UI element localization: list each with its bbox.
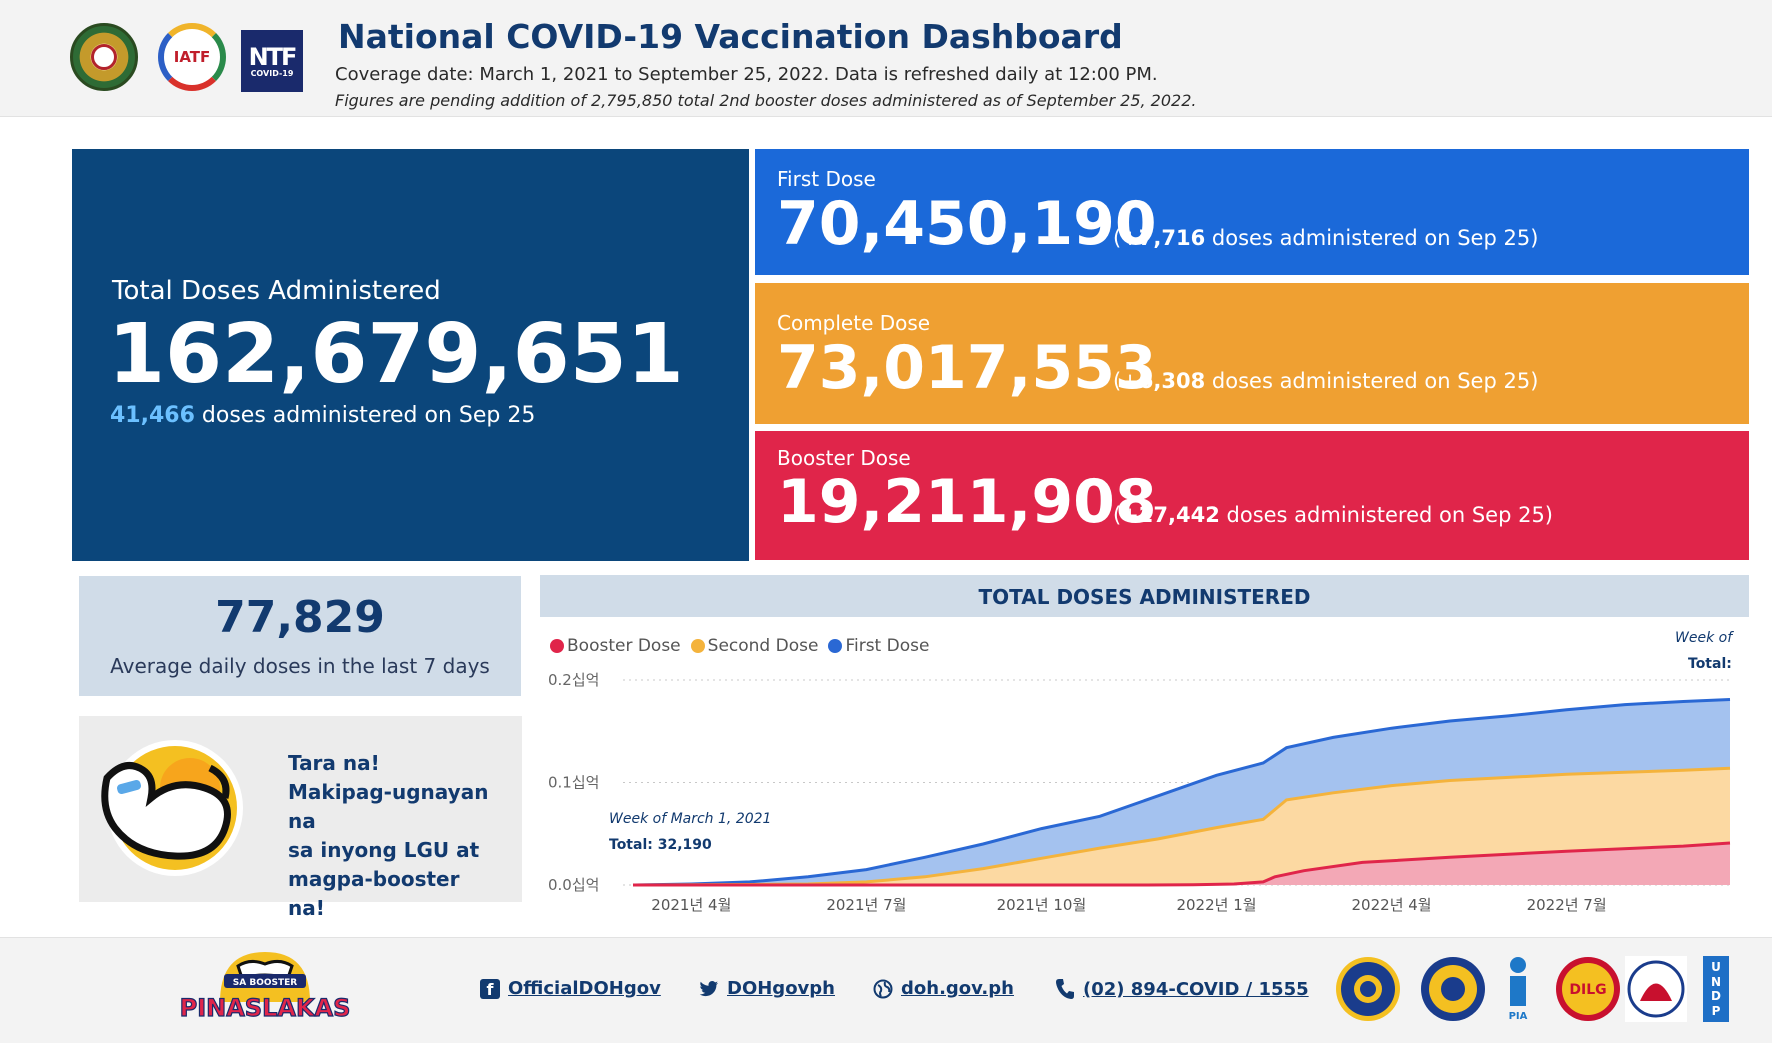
legend-booster-dot <box>550 639 564 653</box>
booster-dose-value: 19,211,908 <box>777 467 1157 537</box>
complete-dose-card[interactable]: Complete Dose 73,017,553 (+6,308 doses a… <box>755 283 1749 424</box>
x-tick-label: 2022년 1월 <box>1176 896 1256 914</box>
y-tick-label: 0.2십억 <box>548 671 599 689</box>
pia-logo: PIA <box>1509 957 1528 1022</box>
legend-first[interactable]: First Dose <box>828 636 929 656</box>
dict-seal <box>1625 956 1687 1022</box>
total-doses-label: Total Doses Administered <box>112 276 441 306</box>
website-link[interactable]: doh.gov.ph <box>873 978 1014 999</box>
total-daily-doses: 41,466 doses administered on Sep 25 <box>110 403 536 428</box>
doh-logo <box>70 23 138 91</box>
average-daily-label: Average daily doses in the last 7 days <box>110 654 490 678</box>
ntf-logo: NTF COVID-19 <box>241 30 303 92</box>
complete-dose-label: Complete Dose <box>777 311 931 335</box>
legend-booster[interactable]: Booster Dose <box>550 636 681 656</box>
flexed-arm-icon <box>101 740 243 876</box>
x-tick-label: 2022년 4월 <box>1352 896 1432 914</box>
legend-first-dot <box>828 639 843 653</box>
x-tick-label: 2021년 7월 <box>826 896 906 914</box>
twitter-icon <box>699 980 718 996</box>
hover-week-left: Week of March 1, 2021 <box>609 811 772 827</box>
facebook-link[interactable]: f OfficialDOHgov <box>480 978 661 999</box>
total-doses-value: 162,679,651 <box>108 307 684 402</box>
complete-dose-increment: (+6,308 doses administered on Sep 25) <box>1113 369 1539 393</box>
y-tick-label: 0.0십억 <box>548 876 599 894</box>
chart-title: TOTAL DOSES ADMINISTERED <box>978 585 1311 609</box>
svg-text:DILG: DILG <box>1569 982 1606 998</box>
first-dose-value: 70,450,190 <box>777 189 1157 259</box>
facebook-icon: f <box>480 978 500 999</box>
x-tick-label: 2021년 4월 <box>651 896 731 914</box>
header: IATF NTF COVID-19 National COVID-19 Vacc… <box>0 0 1772 117</box>
first-dose-increment: (+7,716 doses administered on Sep 25) <box>1113 226 1539 250</box>
hover-week-right: Week of <box>1675 630 1733 646</box>
x-tick-label: 2021년 10월 <box>997 896 1087 914</box>
doses-area-chart[interactable]: 0.0십억 0.1십억 0.2십억 2021년 4월 2021년 7월 2021년 10월… <box>540 620 1749 920</box>
page-title: National COVID-19 Vaccination Dashboard <box>338 17 1123 56</box>
first-dose-line <box>632 698 1731 887</box>
x-tick-label: 2022년 7월 <box>1527 896 1607 914</box>
phone-contact[interactable]: (02) 894-COVID / 1555 <box>1055 978 1309 1000</box>
hover-total-right: Total: <box>1688 656 1732 672</box>
chart-legend: Booster Dose Second Dose First Dose <box>550 636 929 656</box>
average-daily-value: 77,829 <box>215 592 385 643</box>
booster-dose-label: Booster Dose <box>777 446 911 470</box>
phone-icon <box>1056 979 1074 999</box>
first-dose-card[interactable]: First Dose 70,450,190 (+7,716 doses admi… <box>755 149 1749 275</box>
iatf-logo: IATF <box>158 23 226 91</box>
y-tick-label: 0.1십억 <box>548 774 599 792</box>
coverage-date: Coverage date: March 1, 2021 to Septembe… <box>335 64 1158 85</box>
complete-dose-value: 73,017,553 <box>777 333 1157 403</box>
booster-dose-area <box>633 843 1730 885</box>
average-daily-card[interactable]: 77,829 Average daily doses in the last 7… <box>79 576 521 696</box>
pcoo-seal <box>1336 957 1400 1021</box>
twitter-link[interactable]: DOHgovph <box>699 978 835 999</box>
sa-booster-pinaslakas-logo: SA BOOSTER PINASLAKAS <box>180 952 350 1023</box>
svg-text:PINASLAKAS: PINASLAKAS <box>180 994 350 1022</box>
total-doses-card[interactable]: Total Doses Administered 162,679,651 41,… <box>72 149 749 561</box>
booster-promo[interactable]: Tara na! Makipag-ugnayan na sa inyong LG… <box>79 716 522 920</box>
globe-icon <box>873 979 893 998</box>
svg-text:PIA: PIA <box>1509 1011 1528 1022</box>
hover-total-left: Total: 32,190 <box>609 837 712 853</box>
pending-note: Figures are pending addition of 2,795,85… <box>335 91 1197 110</box>
promo-text: Tara na! Makipag-ugnayan na sa inyong LG… <box>288 751 489 920</box>
booster-dose-line <box>633 841 1731 887</box>
legend-second-dot <box>690 639 705 653</box>
footer: SA BOOSTER PINASLAKAS f OfficialDOHgov D… <box>0 937 1772 1043</box>
second-dose-line <box>632 766 1731 887</box>
chart-header: TOTAL DOSES ADMINISTERED <box>540 575 1749 617</box>
daily-doses-value: 41,466 <box>110 403 195 428</box>
booster-dose-card[interactable]: Booster Dose 19,211,908 (+27,442 doses a… <box>755 431 1749 560</box>
booster-dose-increment: (+27,442 doses administered on Sep 25) <box>1113 503 1554 527</box>
legend-second[interactable]: Second Dose <box>690 636 818 656</box>
dilg-seal: DILG <box>1556 957 1620 1021</box>
first-dose-label: First Dose <box>777 167 876 191</box>
svg-text:SA BOOSTER: SA BOOSTER <box>233 978 298 988</box>
pcoo-sun-seal <box>1421 957 1485 1021</box>
